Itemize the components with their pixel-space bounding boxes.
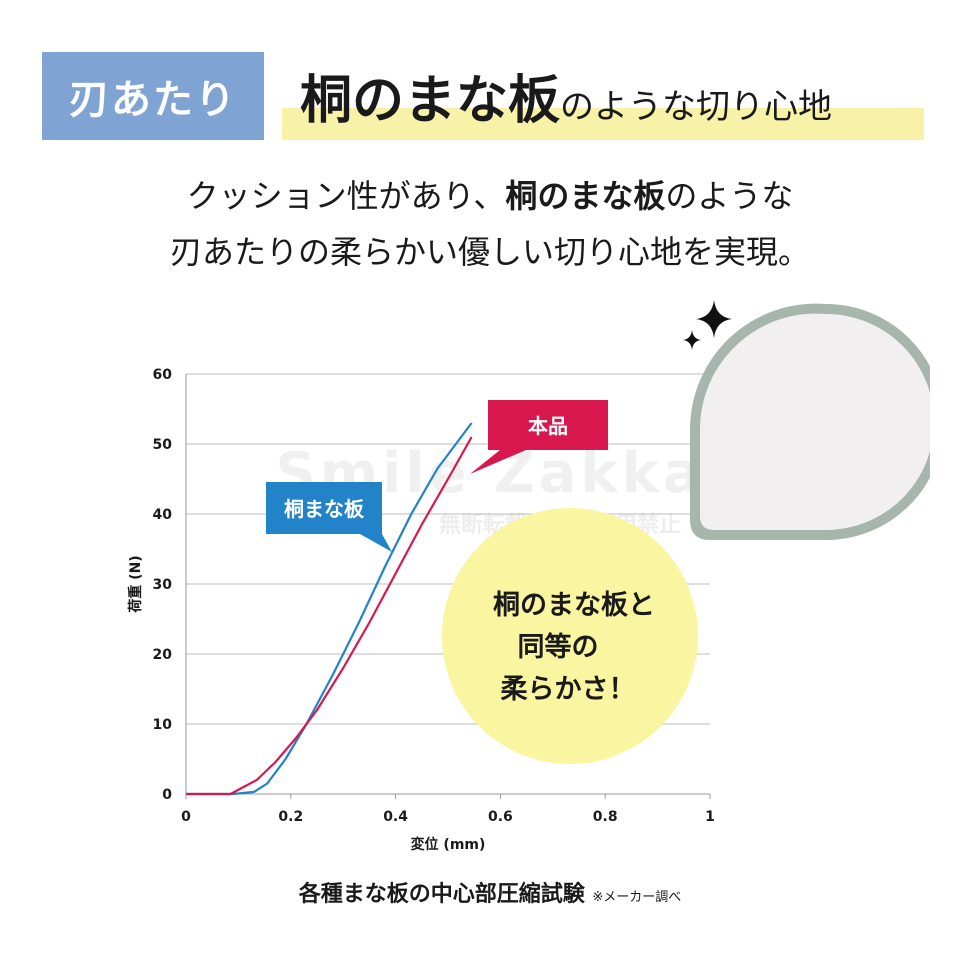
series-line-0 — [186, 422, 473, 796]
x-tick-label: 0.8 — [593, 809, 618, 825]
description-line-1: クッション性があり、桐のまな板のような — [0, 168, 980, 224]
cutting-board-illustration — [683, 300, 930, 540]
legend-kiri-text: 桐まな板 — [284, 497, 365, 521]
legend-honpin-box — [488, 400, 608, 450]
x-tick-label: 1 — [705, 809, 715, 825]
chart-caption: 各種まな板の中心部圧縮試験 ※メーカー調べ — [0, 876, 980, 908]
legend-honpin-pointer — [470, 450, 526, 474]
headline-bold: 桐のまな板 — [300, 71, 561, 131]
series-line-1 — [186, 436, 473, 796]
chart-tick-labels: 0 10 20 30 40 50 60 0 0.2 0.4 0.6 0.8 1 — [153, 367, 715, 825]
x-tick-label: 0.6 — [488, 809, 513, 825]
y-tick-label: 0 — [162, 787, 172, 803]
legend-kiri-pointer — [360, 534, 392, 552]
description-line-1-post: のような — [665, 177, 794, 215]
sparkle-icon — [696, 300, 732, 338]
legend-kiri-box — [266, 482, 382, 534]
description-line-1-bold: 桐のまな板 — [505, 177, 666, 215]
chart-axes — [185, 374, 710, 795]
callout-line-1: 桐のまな板と — [493, 590, 655, 621]
legend-honpin-text: 本品 — [528, 414, 568, 438]
x-tick-label: 0.2 — [278, 809, 303, 825]
headline-rest: のような切り心地 — [560, 87, 833, 127]
legend-kiri-label: 桐まな板 — [266, 482, 392, 552]
callout-circle — [442, 508, 698, 764]
callout-line-3: 柔らかさ！ — [501, 674, 636, 705]
callout-line-2: 同等の — [518, 631, 599, 663]
section-tag: 刃あたり — [42, 52, 264, 140]
y-axis-label: 荷重 (N) — [127, 555, 144, 613]
chart-series — [186, 422, 473, 796]
y-tick-label: 10 — [153, 717, 173, 733]
legend-honpin-label: 本品 — [470, 400, 608, 474]
description-line-2: 刃あたりの柔らかい優しい切り心地を実現。 — [169, 233, 810, 271]
description-line-1-pre: クッション性があり、 — [186, 177, 506, 215]
description: クッション性があり、桐のまな板のような 刃あたりの柔らかい優しい切り心地を実現。 — [0, 168, 980, 280]
callout-bubble: 桐のまな板と 同等の 柔らかさ！ — [442, 508, 698, 764]
headline: 桐のまな板 のような切り心地 — [300, 58, 940, 138]
y-tick-label: 60 — [153, 367, 173, 383]
x-tick-label: 0 — [181, 809, 191, 825]
sparkle-small-icon — [683, 330, 701, 350]
y-tick-label: 20 — [153, 647, 173, 663]
caption-main: 各種まな板の中心部圧縮試験 — [298, 882, 585, 907]
y-tick-label: 50 — [153, 437, 173, 453]
caption-note: ※メーカー調べ — [592, 890, 682, 905]
x-tick-label: 0.4 — [383, 809, 408, 825]
headline-highlight — [282, 108, 924, 140]
y-tick-label: 30 — [153, 577, 173, 593]
x-axis-label: 変位 (mm) — [411, 836, 486, 853]
y-tick-label: 40 — [153, 507, 173, 523]
cutting-board-surface — [699, 313, 930, 530]
